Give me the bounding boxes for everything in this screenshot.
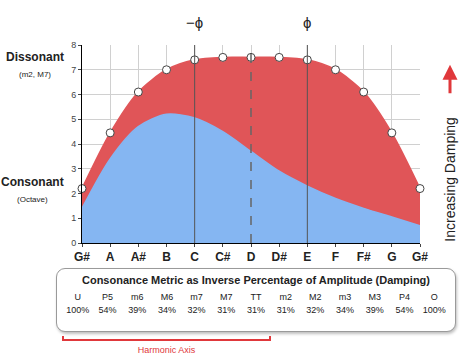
html-text:54%: 54% bbox=[395, 305, 414, 315]
html-text:TT: TT bbox=[250, 292, 262, 302]
html-text:32%: 32% bbox=[306, 305, 325, 315]
svg-text:ϕ: ϕ bbox=[303, 14, 311, 31]
html-text:32%: 32% bbox=[187, 305, 206, 315]
html-text:U: U bbox=[74, 292, 82, 302]
svg-text:3: 3 bbox=[71, 164, 76, 174]
svg-text:2: 2 bbox=[71, 189, 76, 199]
html-text:M7: M7 bbox=[220, 292, 233, 302]
html-text:100%: 100% bbox=[422, 305, 446, 315]
html-text:m3: m3 bbox=[338, 292, 352, 302]
html-text:39%: 39% bbox=[128, 305, 147, 315]
svg-text:0: 0 bbox=[71, 238, 76, 248]
html-text:M3: M3 bbox=[368, 292, 381, 302]
svg-text:8: 8 bbox=[71, 40, 76, 50]
svg-text:A: A bbox=[106, 250, 115, 264]
html-text:34%: 34% bbox=[336, 305, 355, 315]
html-text:31%: 31% bbox=[276, 305, 295, 315]
html-text:O: O bbox=[430, 292, 438, 302]
svg-text:F#: F# bbox=[357, 250, 371, 264]
html-text:P5: P5 bbox=[102, 292, 113, 302]
html-text:M6: M6 bbox=[160, 292, 174, 302]
svg-text:1: 1 bbox=[71, 213, 76, 223]
svg-text:7: 7 bbox=[71, 65, 76, 75]
svg-text:G#: G# bbox=[412, 250, 428, 264]
html-text:39%: 39% bbox=[365, 305, 384, 315]
html-text:34%: 34% bbox=[157, 305, 176, 315]
svg-text:Consonant(Octave): Consonant(Octave) bbox=[1, 175, 64, 204]
svg-text:C#: C# bbox=[215, 250, 231, 264]
svg-text:G: G bbox=[387, 250, 396, 264]
svg-text:E: E bbox=[303, 250, 311, 264]
html-text:M2: M2 bbox=[309, 292, 322, 302]
svg-text:Dissonant(m2, M7): Dissonant(m2, M7) bbox=[6, 50, 64, 79]
svg-text:4: 4 bbox=[71, 139, 76, 149]
svg-text:D#: D# bbox=[271, 250, 287, 264]
svg-text:F: F bbox=[332, 250, 339, 264]
html-text:P4: P4 bbox=[398, 292, 410, 302]
svg-text:Increasing Damping: Increasing Damping bbox=[442, 117, 458, 242]
html-text:Harmonic Axis: Harmonic Axis bbox=[137, 345, 196, 355]
html-text:100%: 100% bbox=[66, 305, 90, 315]
svg-text:D: D bbox=[247, 250, 256, 264]
svg-text:B: B bbox=[162, 250, 171, 264]
html-text:m2: m2 bbox=[279, 292, 292, 302]
svg-text:A#: A# bbox=[131, 250, 147, 264]
svg-text:−ϕ: −ϕ bbox=[186, 14, 203, 31]
html-text:m7: m7 bbox=[190, 292, 203, 302]
svg-text:G#: G# bbox=[74, 250, 90, 264]
html-text:Consonance Metric as Inverse P: Consonance Metric as Inverse Percentage … bbox=[82, 274, 430, 286]
html-text:31%: 31% bbox=[217, 305, 236, 315]
html-text:31%: 31% bbox=[247, 305, 265, 315]
svg-text:6: 6 bbox=[71, 90, 76, 100]
html-text:m6: m6 bbox=[131, 292, 144, 302]
svg-text:C: C bbox=[190, 250, 199, 264]
html-text:54%: 54% bbox=[98, 305, 117, 315]
svg-text:5: 5 bbox=[71, 114, 76, 124]
